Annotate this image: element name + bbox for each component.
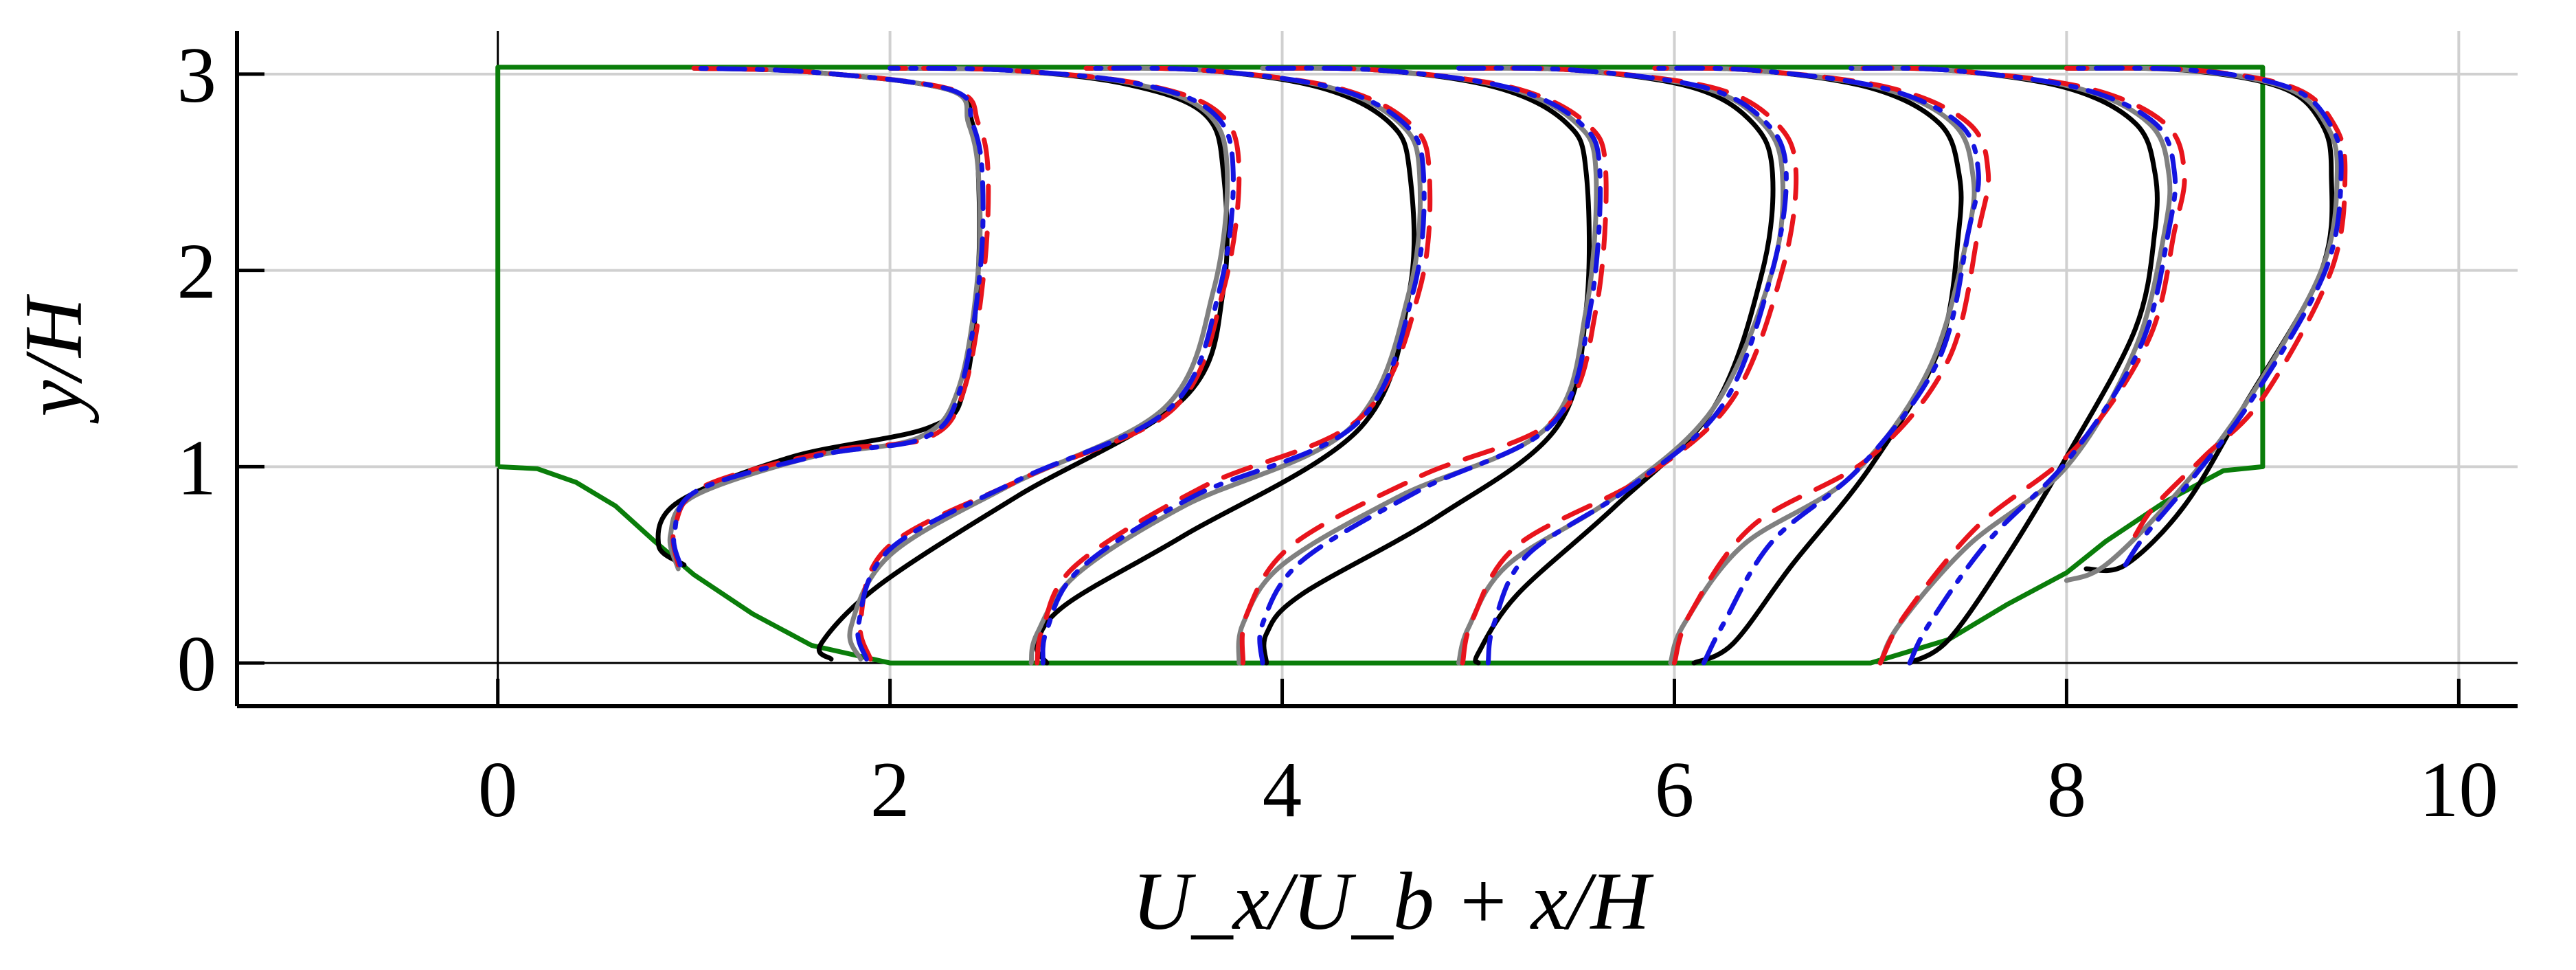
x-axis-title: U_x/U_b + x/H xyxy=(1132,855,1655,947)
series-1-profile-7 xyxy=(1848,65,2160,666)
series-2-profile-6 xyxy=(1652,65,1977,666)
channel-geometry xyxy=(495,65,2266,666)
x-tick-label: 8 xyxy=(2047,746,2087,833)
x-tick-label: 4 xyxy=(1263,746,1302,833)
series-layer xyxy=(655,65,2348,666)
series-2-profile-1 xyxy=(667,65,983,572)
y-tick-label: 2 xyxy=(177,228,217,315)
series-1-profile-5 xyxy=(1456,65,1776,666)
series-3-profile-2 xyxy=(857,65,1242,662)
series-4-profile-2 xyxy=(855,65,1236,662)
series-4-profile-5 xyxy=(1456,65,1789,666)
grid xyxy=(237,31,2518,706)
x-tick-label: 10 xyxy=(2419,746,2498,833)
x-tick-label: 6 xyxy=(1655,746,1695,833)
y-axis-title: y/H xyxy=(8,293,99,425)
axes: 0 2 4 6 8 10 0 1 2 3 xyxy=(177,31,2518,833)
series-4-profile-7 xyxy=(1848,65,2178,666)
series-4-profile-8 xyxy=(2064,65,2344,567)
series-4-profile-1 xyxy=(671,65,986,567)
series-2-profile-2 xyxy=(847,65,1230,662)
y-tick-label: 3 xyxy=(177,32,217,119)
y-tick-label: 0 xyxy=(177,620,217,708)
series-3-profile-1 xyxy=(670,65,991,567)
series-1-profile-2 xyxy=(817,65,1230,662)
series-4-profile-4 xyxy=(1257,65,1603,666)
series-4-profile-6 xyxy=(1652,65,1981,666)
series-1-profile-8 xyxy=(2064,65,2335,574)
series-1-profile-6 xyxy=(1652,65,1964,666)
series-3-profile-6 xyxy=(1652,65,1991,666)
series-3-profile-3 xyxy=(1035,65,1433,666)
geometry-outline xyxy=(495,65,2266,666)
series-2-profile-7 xyxy=(1848,65,2173,666)
series-3-profile-7 xyxy=(1848,65,2187,666)
series-4 xyxy=(671,65,2344,666)
series-4-profile-3 xyxy=(1040,65,1427,666)
x-tick-label: 2 xyxy=(870,746,910,833)
y-tick-label: 1 xyxy=(177,424,217,511)
x-tick-label: 0 xyxy=(478,746,518,833)
series-3-profile-5 xyxy=(1456,65,1799,666)
series-2 xyxy=(667,65,2340,666)
